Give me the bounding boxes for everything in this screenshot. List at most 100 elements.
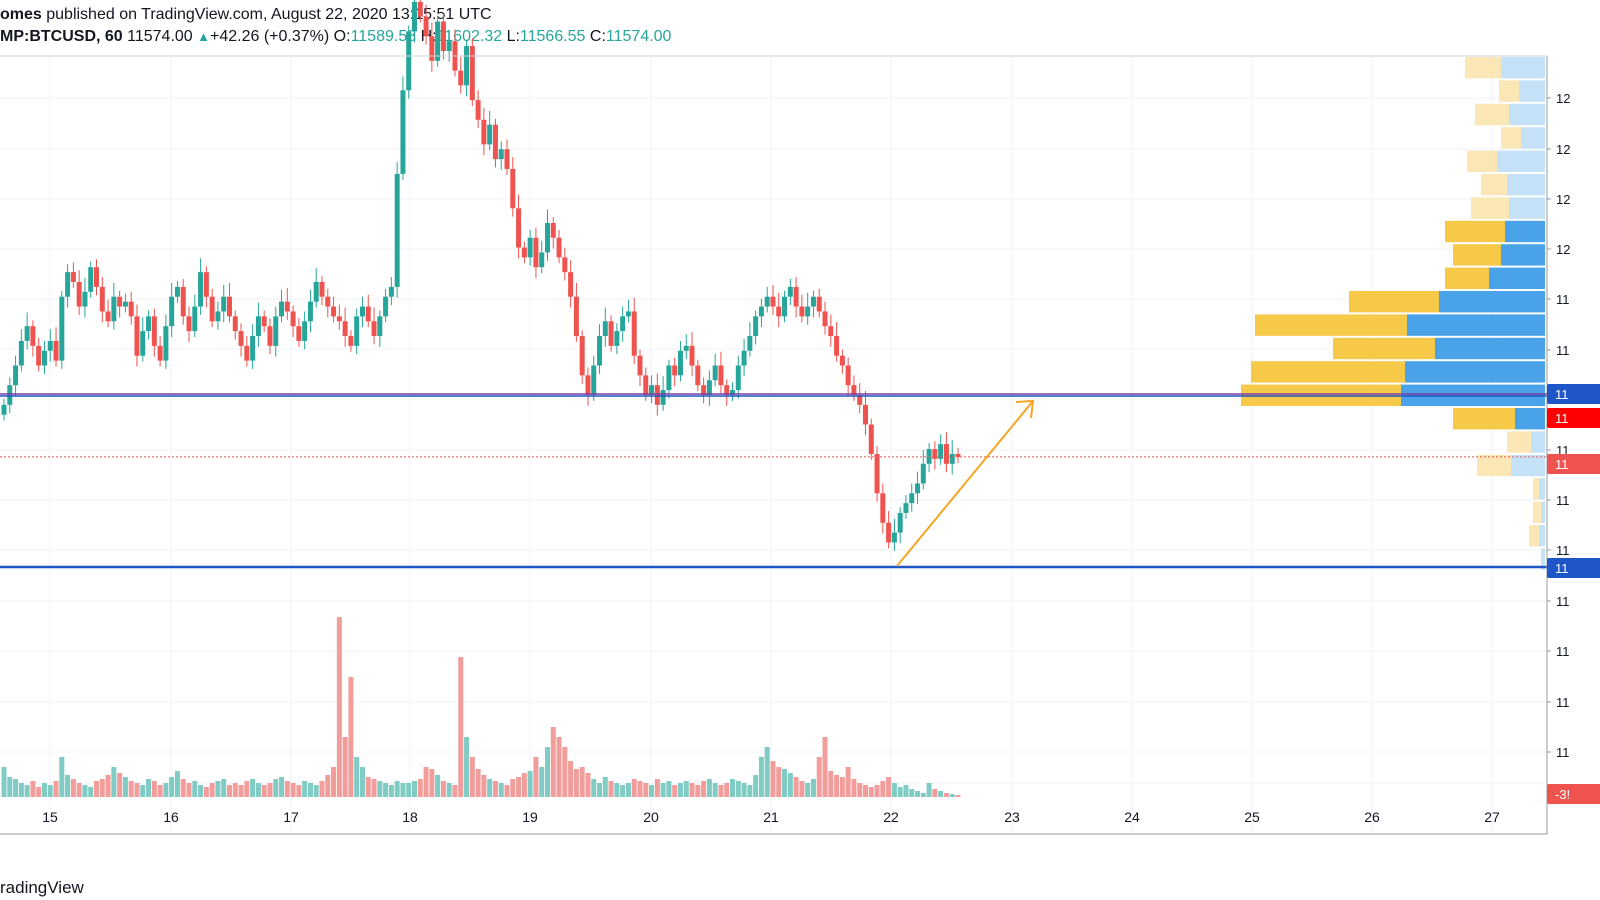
- candle-body-154: [891, 532, 897, 543]
- volume-bar-145: [839, 777, 845, 797]
- candle-body-66: [383, 296, 389, 317]
- candle-body-45: [261, 316, 267, 327]
- y-tick-label-5: 11: [1556, 343, 1570, 358]
- candle-body-58: [336, 316, 342, 322]
- candle-body-125: [724, 385, 730, 395]
- volume-bar-116: [672, 785, 678, 797]
- volume-bar-143: [828, 771, 834, 797]
- candle-body-128: [741, 350, 747, 366]
- candle-body-110: [637, 355, 643, 376]
- volume-bar-141: [816, 757, 822, 797]
- volume-bar-138: [799, 781, 805, 797]
- volume-bar-45: [261, 785, 267, 797]
- volume-bar-65: [377, 781, 383, 797]
- x-tick-label-0: 15: [42, 809, 58, 825]
- candle-body-17: [99, 286, 105, 312]
- candle-body-11: [65, 272, 71, 297]
- vp-up-19: [1541, 501, 1545, 523]
- candle-body-70: [406, 31, 412, 91]
- volume-bar-155: [897, 787, 903, 797]
- volume-bar-126: [730, 779, 736, 797]
- grid-lines: [0, 56, 1547, 834]
- candle-body-55: [319, 281, 325, 297]
- candle-body-148: [857, 395, 863, 405]
- volume-bar-55: [319, 781, 325, 797]
- candle-body-42: [244, 345, 250, 361]
- volume-bar-99: [573, 769, 579, 797]
- candle-body-26: [151, 316, 157, 346]
- volume-bar-2: [13, 779, 19, 797]
- volume-profile: [1241, 57, 1545, 570]
- volume-bar-64: [371, 779, 377, 797]
- candle-body-27: [157, 345, 163, 361]
- candle-body-48: [279, 301, 285, 317]
- volume-bar-75: [435, 775, 441, 797]
- volume-bar-149: [862, 785, 868, 797]
- volume-bar-113: [654, 779, 660, 797]
- volume-bar-147: [851, 779, 857, 797]
- last-price: 11574.00: [127, 28, 193, 45]
- arrow-head: [1015, 399, 1035, 419]
- volume-bar-129: [747, 785, 753, 797]
- candle-body-131: [758, 306, 764, 317]
- volume-bar-93: [539, 767, 545, 797]
- candle-body-122: [706, 380, 712, 395]
- candle-body-47: [273, 316, 279, 346]
- volume-bar-102: [591, 779, 597, 797]
- volume-bar-152: [880, 781, 886, 797]
- volume-bar-21: [122, 777, 128, 797]
- x-tick-label-12: 27: [1484, 809, 1500, 825]
- candle-body-97: [562, 257, 568, 273]
- candle-body-105: [608, 321, 614, 346]
- x-tick-label-5: 20: [643, 809, 659, 825]
- close-label: C:: [589, 28, 606, 45]
- candle-body-75: [435, 21, 441, 61]
- volume-bar-77: [446, 783, 452, 797]
- publish-info: omes published on TradingView.com, Augus…: [0, 6, 492, 24]
- candle-body-123: [712, 365, 718, 381]
- candle-body-94: [544, 223, 550, 253]
- candle-body-135: [782, 296, 788, 317]
- candle-body-103: [597, 336, 603, 366]
- candle-body-146: [845, 365, 851, 386]
- candle-body-14: [82, 291, 88, 307]
- candle-body-34: [198, 272, 204, 307]
- volume-bar-154: [891, 783, 897, 797]
- candle-body-33: [192, 306, 198, 332]
- candle-body-54: [313, 281, 319, 302]
- candle-body-68: [394, 173, 400, 287]
- volume-bar-139: [805, 783, 811, 797]
- candle-body-53: [307, 301, 313, 322]
- volume-bar-159: [920, 793, 926, 797]
- volume-bar-123: [712, 783, 718, 797]
- candle-body-109: [631, 311, 637, 356]
- price-pill-3: [1547, 558, 1600, 578]
- candle-body-56: [325, 296, 331, 307]
- volume-bar-134: [776, 767, 782, 797]
- price-pill-label-4: -3!: [1555, 787, 1570, 802]
- volume-bar-51: [296, 785, 302, 797]
- x-tick-label-2: 17: [283, 809, 299, 825]
- volume-bar-144: [834, 775, 840, 797]
- volume-bar-96: [556, 737, 562, 797]
- candle-body-120: [695, 365, 701, 386]
- volume-bar-8: [47, 785, 53, 797]
- vp-up-15: [1515, 408, 1545, 430]
- volume-bar-76: [440, 781, 446, 797]
- volume-bar-122: [706, 779, 712, 797]
- candle-body-158: [915, 483, 921, 494]
- volume-bar-19: [111, 767, 117, 797]
- candle-body-86: [498, 149, 504, 160]
- volume-bar-41: [238, 785, 244, 797]
- volume-bar-23: [134, 783, 140, 797]
- candle-body-141: [816, 296, 822, 312]
- y-tick-label-0: 12: [1556, 91, 1570, 106]
- candle-body-72: [417, 1, 423, 17]
- volume-bar-13: [76, 783, 82, 797]
- x-tick-label-7: 22: [883, 809, 899, 825]
- price-pill-label-3: 11: [1555, 561, 1569, 576]
- volume-bar-4: [24, 785, 30, 797]
- volume-bar-39: [226, 785, 232, 797]
- candle-body-81: [469, 46, 475, 101]
